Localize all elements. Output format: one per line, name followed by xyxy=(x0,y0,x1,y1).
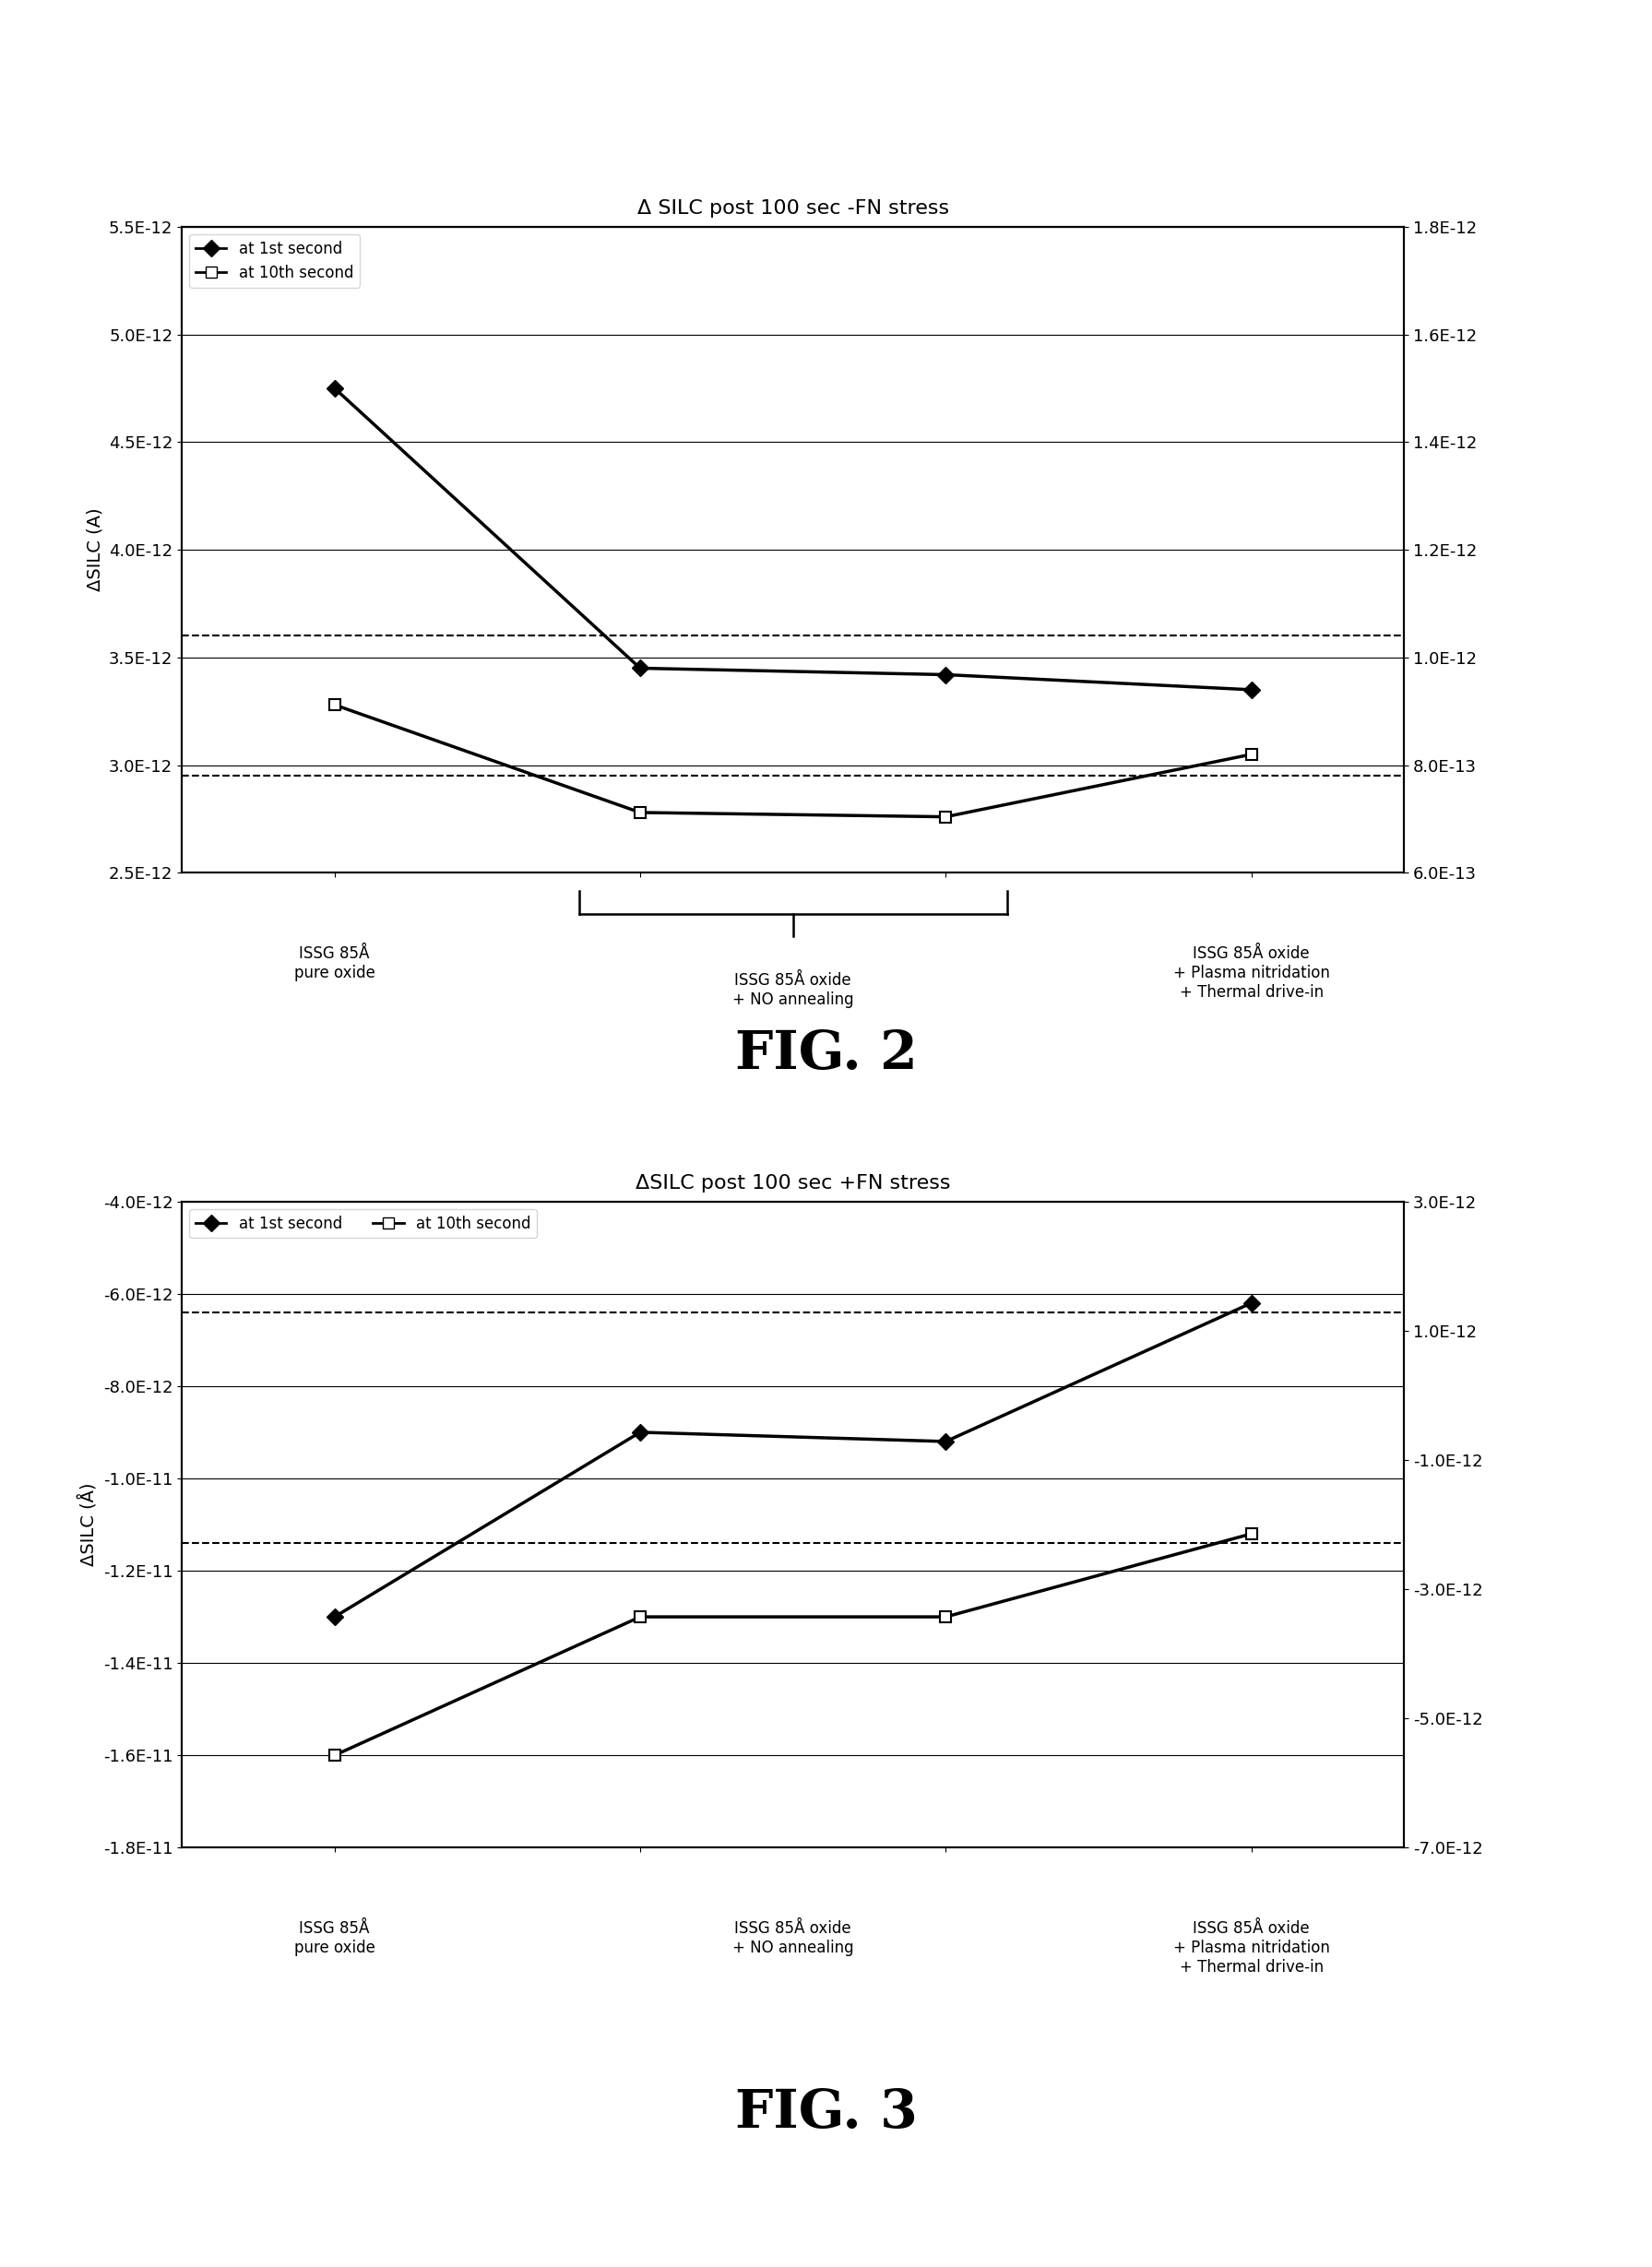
Y-axis label: ΔSILC (Å): ΔSILC (Å) xyxy=(79,1483,97,1566)
Legend: at 1st second, at 10th second: at 1st second, at 10th second xyxy=(190,1208,537,1238)
Text: ISSG 85Å
pure oxide: ISSG 85Å pure oxide xyxy=(294,945,375,982)
Text: ISSG 85Å oxide
+ Plasma nitridation
+ Thermal drive-in: ISSG 85Å oxide + Plasma nitridation + Th… xyxy=(1173,1920,1330,1975)
Text: ISSG 85Å
pure oxide: ISSG 85Å pure oxide xyxy=(294,1920,375,1956)
Legend: at 1st second, at 10th second: at 1st second, at 10th second xyxy=(190,234,360,288)
Text: FIG. 3: FIG. 3 xyxy=(735,2088,917,2138)
Text: FIG. 2: FIG. 2 xyxy=(735,1029,917,1079)
Y-axis label: ΔSILC (A): ΔSILC (A) xyxy=(86,508,104,592)
Text: ISSG 85Å oxide
+ NO annealing: ISSG 85Å oxide + NO annealing xyxy=(732,1920,854,1956)
Text: ISSG 85Å oxide
+ NO annealing: ISSG 85Å oxide + NO annealing xyxy=(732,973,854,1009)
Text: ISSG 85Å oxide
+ Plasma nitridation
+ Thermal drive-in: ISSG 85Å oxide + Plasma nitridation + Th… xyxy=(1173,945,1330,1000)
Title: ΔSILC post 100 sec +FN stress: ΔSILC post 100 sec +FN stress xyxy=(636,1174,950,1192)
Title: Δ SILC post 100 sec -FN stress: Δ SILC post 100 sec -FN stress xyxy=(638,199,948,218)
